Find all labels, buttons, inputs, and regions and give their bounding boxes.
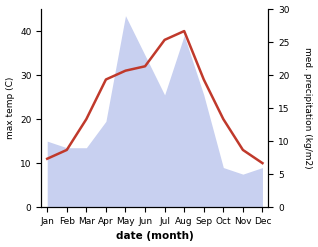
Y-axis label: max temp (C): max temp (C) xyxy=(5,77,15,139)
Y-axis label: med. precipitation (kg/m2): med. precipitation (kg/m2) xyxy=(303,47,313,169)
X-axis label: date (month): date (month) xyxy=(116,231,194,242)
